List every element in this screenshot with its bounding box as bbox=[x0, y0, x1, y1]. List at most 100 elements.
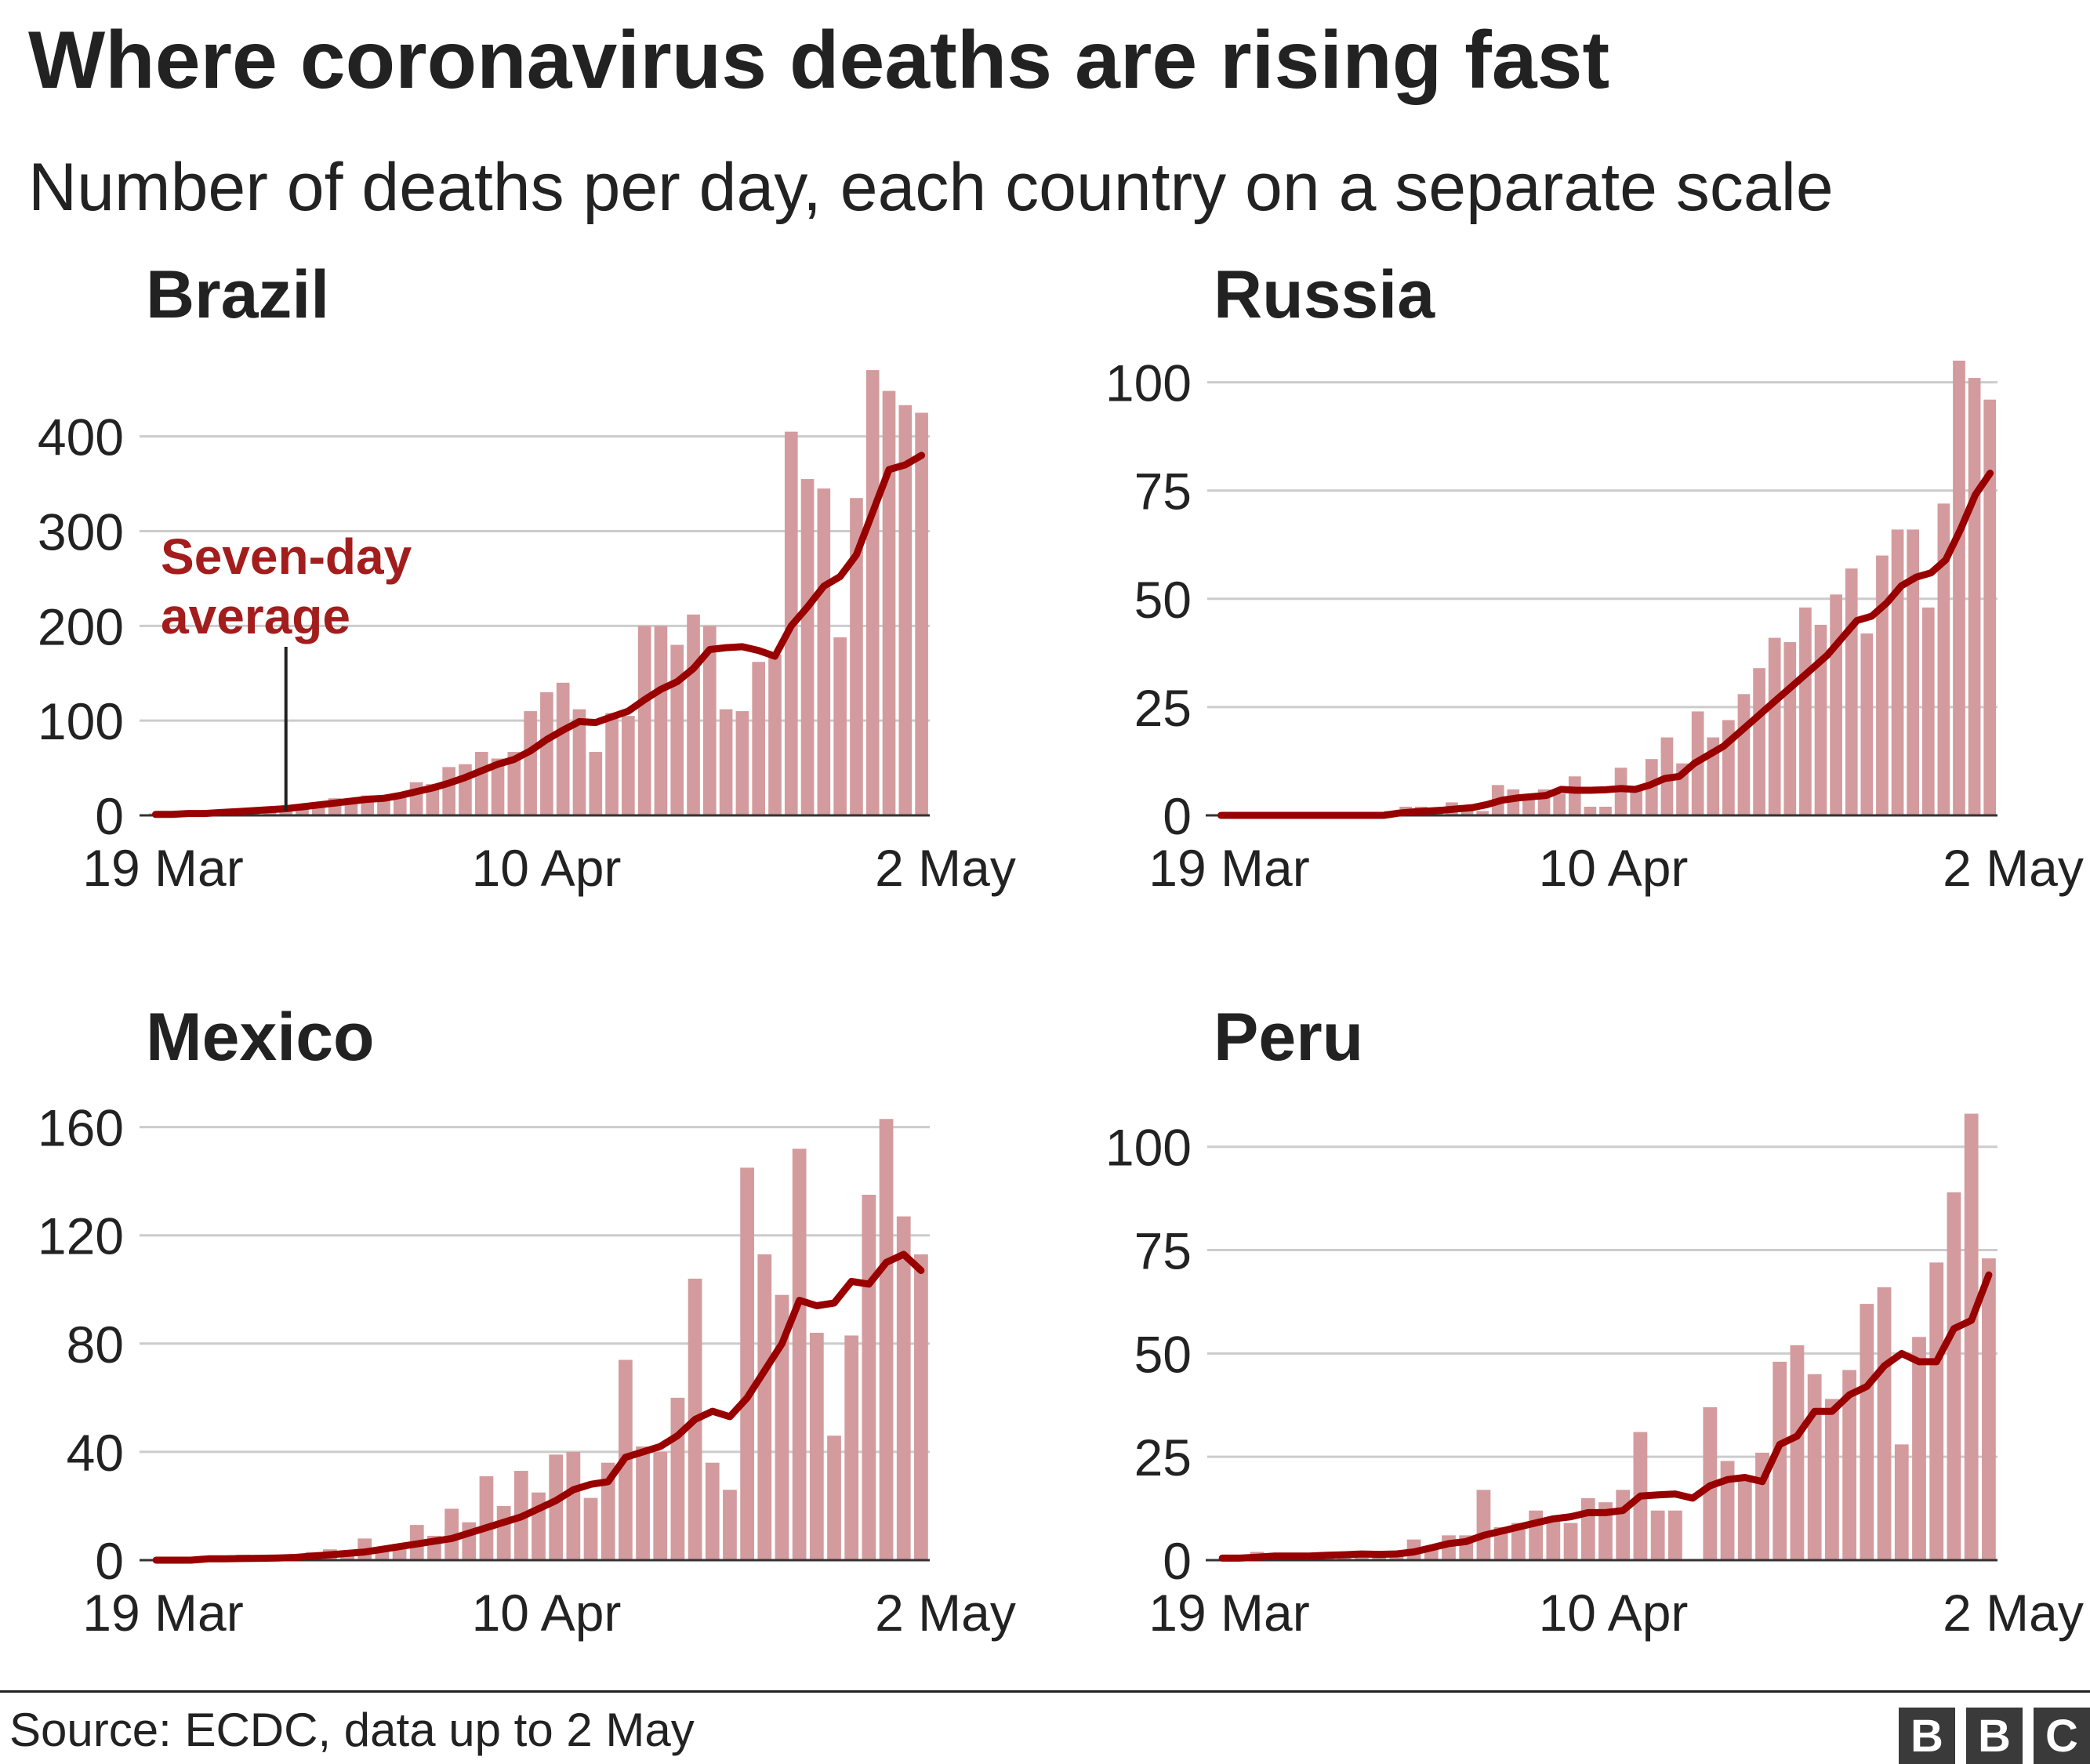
y-tick-label: 160 bbox=[38, 1099, 124, 1157]
logo-letter-1: B bbox=[1899, 1708, 1955, 1764]
daily-deaths-bar bbox=[1355, 1555, 1369, 1560]
x-tick-label: 2 May bbox=[1943, 839, 2084, 897]
annotation-label: Seven-day bbox=[161, 528, 412, 585]
daily-deaths-bar bbox=[1825, 1399, 1839, 1560]
daily-deaths-bar bbox=[1584, 806, 1597, 815]
logo-letter-3: C bbox=[2034, 1708, 2090, 1764]
daily-deaths-bar bbox=[898, 405, 913, 815]
daily-deaths-bar bbox=[1773, 1361, 1787, 1560]
daily-deaths-bar bbox=[540, 691, 553, 815]
x-tick-label: 10 Apr bbox=[1539, 1584, 1689, 1642]
daily-deaths-bar bbox=[442, 767, 455, 815]
daily-deaths-bar bbox=[775, 1294, 789, 1560]
daily-deaths-bar bbox=[636, 1446, 650, 1560]
y-tick-label: 200 bbox=[38, 597, 124, 655]
daily-deaths-bar bbox=[670, 644, 684, 815]
daily-deaths-bar bbox=[914, 1254, 928, 1560]
y-tick-label: 0 bbox=[95, 1532, 124, 1590]
seven-day-average-line bbox=[1217, 470, 1994, 819]
y-tick-label: 75 bbox=[1134, 1222, 1192, 1280]
seven-day-average-line bbox=[1218, 1271, 1993, 1562]
daily-deaths-bar bbox=[605, 713, 619, 815]
x-tick-label: 10 Apr bbox=[472, 839, 622, 897]
daily-deaths-bar bbox=[1616, 1490, 1631, 1560]
daily-deaths-bar bbox=[479, 1475, 494, 1560]
chart-subtitle: Number of deaths per day, each country o… bbox=[28, 150, 1834, 225]
daily-deaths-bar bbox=[1983, 399, 1997, 815]
footer-divider bbox=[0, 1690, 2090, 1693]
logo-letter-2: B bbox=[1966, 1708, 2023, 1764]
panel-title: Brazil bbox=[146, 257, 329, 332]
chart-title: Where coronavirus deaths are rising fast bbox=[28, 15, 1610, 106]
daily-deaths-bar bbox=[491, 758, 505, 815]
y-tick-label: 0 bbox=[1163, 1532, 1192, 1590]
y-tick-label: 25 bbox=[1134, 1428, 1192, 1486]
daily-deaths-bar bbox=[809, 1333, 824, 1560]
daily-deaths-bar bbox=[827, 1436, 841, 1560]
y-tick-label: 100 bbox=[1105, 1119, 1192, 1177]
daily-deaths-bar bbox=[496, 1505, 511, 1560]
daily-deaths-bar bbox=[1650, 1510, 1665, 1560]
daily-deaths-bar bbox=[1546, 1519, 1561, 1560]
daily-deaths-bar bbox=[549, 1454, 564, 1560]
y-tick-label: 100 bbox=[38, 692, 124, 750]
y-tick-label: 50 bbox=[1134, 1325, 1192, 1383]
daily-deaths-bar bbox=[474, 752, 488, 815]
daily-deaths-bar bbox=[1877, 1287, 1892, 1560]
daily-deaths-bar bbox=[1947, 1192, 1961, 1560]
source-note: Source: ECDC, data up to 2 May bbox=[9, 1704, 695, 1756]
x-tick-label: 10 Apr bbox=[472, 1584, 622, 1642]
charts-svg: Brazil 0 100 200 300 400 19 Mar 10 Apr 2 May Seve… bbox=[38, 257, 2084, 1642]
y-tick-label: 80 bbox=[67, 1316, 124, 1374]
daily-deaths-bar bbox=[719, 709, 733, 815]
daily-deaths-bar bbox=[757, 1254, 772, 1560]
daily-deaths-bar bbox=[833, 637, 847, 815]
daily-deaths-bar bbox=[1720, 1461, 1735, 1560]
panel-title: Russia bbox=[1214, 257, 1435, 332]
daily-deaths-bar bbox=[1860, 633, 1874, 815]
daily-deaths-bar bbox=[1599, 806, 1612, 815]
daily-deaths-bar bbox=[524, 711, 537, 815]
daily-deaths-bar bbox=[654, 626, 668, 815]
x-tick-label: 19 Mar bbox=[1148, 1584, 1309, 1642]
daily-deaths-bar bbox=[601, 1462, 615, 1560]
daily-deaths-bar bbox=[1753, 668, 1765, 815]
y-tick-label: 25 bbox=[1134, 679, 1192, 737]
daily-deaths-bar bbox=[1737, 1477, 1752, 1560]
x-tick-label: 19 Mar bbox=[1148, 839, 1309, 897]
panel-title: Mexico bbox=[146, 1000, 375, 1075]
daily-deaths-bar bbox=[589, 752, 603, 815]
daily-deaths-bar bbox=[1580, 1497, 1595, 1560]
daily-deaths-bar bbox=[1894, 1444, 1909, 1560]
x-tick-label: 2 May bbox=[875, 839, 1016, 897]
daily-deaths-bar bbox=[740, 1167, 755, 1560]
bbc-logo: B B C bbox=[1899, 1708, 2090, 1764]
x-tick-label: 2 May bbox=[875, 1584, 1016, 1642]
x-tick-label: 19 Mar bbox=[82, 839, 243, 897]
daily-deaths-bar bbox=[1912, 1337, 1926, 1560]
y-tick-label: 400 bbox=[38, 408, 124, 466]
daily-deaths-bar bbox=[1737, 694, 1751, 815]
daily-deaths-bar bbox=[862, 1194, 876, 1560]
daily-deaths-bar bbox=[670, 1397, 685, 1560]
daily-deaths-bar bbox=[687, 614, 700, 815]
daily-deaths-bar bbox=[1842, 1370, 1856, 1560]
daily-deaths-bar bbox=[896, 1216, 911, 1560]
daily-deaths-bar bbox=[844, 1335, 859, 1560]
y-tick-label: 50 bbox=[1134, 571, 1192, 629]
y-tick-label: 300 bbox=[38, 503, 124, 561]
y-tick-label: 100 bbox=[1105, 354, 1192, 412]
daily-deaths-bar bbox=[1372, 1555, 1386, 1560]
daily-deaths-bar bbox=[1921, 607, 1935, 815]
daily-deaths-bar bbox=[1937, 503, 1950, 815]
daily-deaths-bar bbox=[702, 626, 717, 815]
x-tick-label: 19 Mar bbox=[82, 1584, 243, 1642]
daily-deaths-bar bbox=[622, 716, 635, 815]
daily-deaths-bar bbox=[1668, 1510, 1682, 1560]
daily-deaths-bar bbox=[1630, 789, 1643, 815]
y-tick-label: 120 bbox=[38, 1207, 124, 1265]
daily-deaths-bar bbox=[1876, 555, 1889, 815]
daily-deaths-bar bbox=[1845, 568, 1858, 815]
daily-deaths-bar bbox=[817, 488, 831, 815]
daily-deaths-bar bbox=[1860, 1304, 1874, 1560]
